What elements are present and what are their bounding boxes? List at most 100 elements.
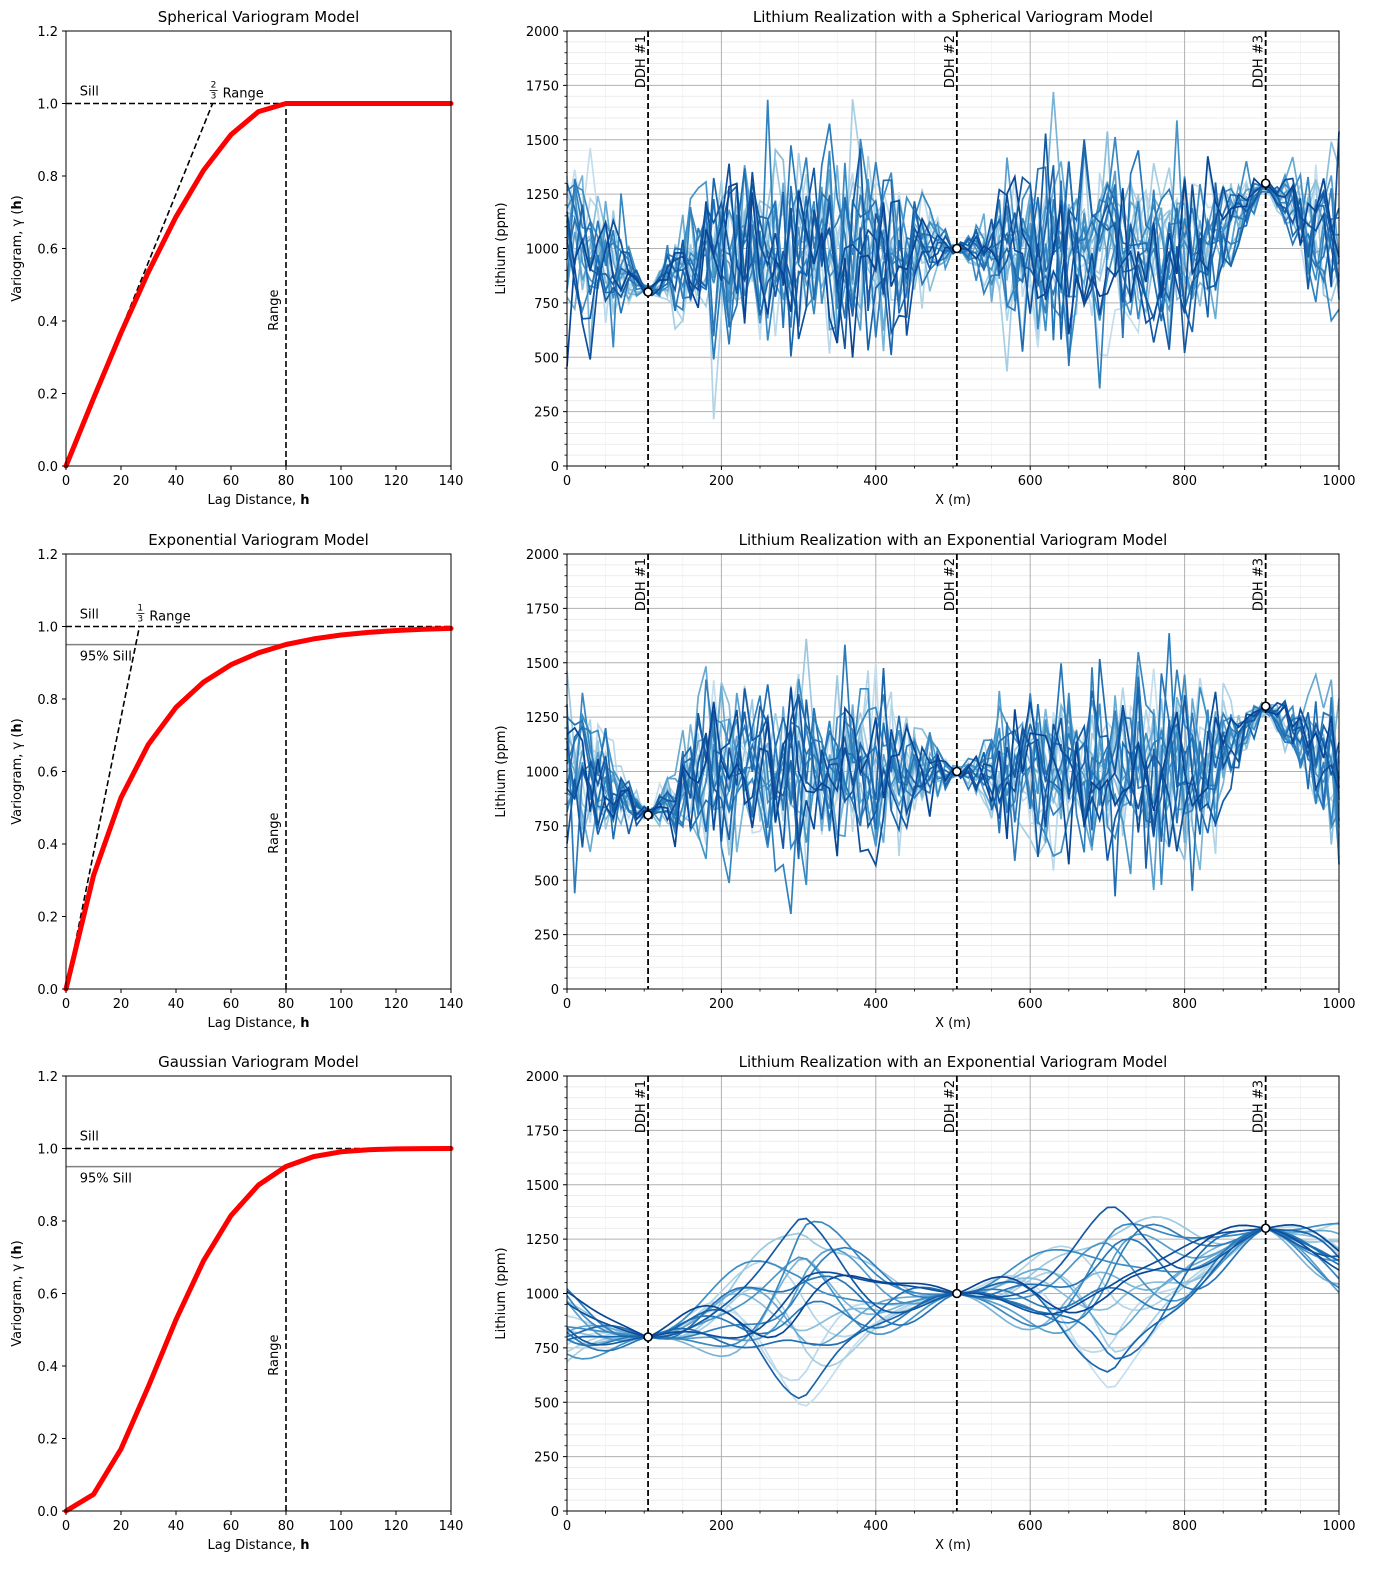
y-tick-label: 1.2 [37,548,58,563]
range-label: Range [267,290,282,331]
x-tick-label: 1000 [1322,997,1355,1012]
x-tick-label: 60 [223,1519,240,1534]
y-tick-label: 750 [534,820,559,835]
chart-title: Lithium Realization with a Spherical Var… [753,8,1153,26]
sample-point [1260,178,1271,189]
y-tick-label: 0.2 [37,911,58,926]
y-tick-label: 1000 [526,243,559,258]
x-tick-label: 140 [439,997,464,1012]
x-tick-label: 200 [709,1519,734,1534]
x-tick-label: 120 [384,474,409,489]
y-tick-label: 0 [551,1505,559,1520]
x-tick-label: 120 [384,1519,409,1534]
y-tick-label: 1.0 [37,1143,58,1158]
x-tick-label: 140 [439,474,464,489]
tangent-label: Range [149,610,190,625]
variogram-model-line [63,1146,454,1514]
chart-title: Lithium Realization with an Exponential … [739,531,1168,549]
y-tick-label: 0.2 [37,388,58,403]
variogram-panel: Sill Range 23 Range 0 20 40 60 80 100 120 140 0.0 0.2… [10,8,463,508]
tangent-fraction-den: 3 [137,615,143,625]
x-tick-label: 40 [168,1519,185,1534]
sample-point [952,1288,962,1299]
drillhole-label: DDH #1 [634,558,649,611]
y-tick-label: 1500 [526,657,559,672]
y-tick-label: 0.8 [37,170,58,185]
y-tick-label: 0.4 [37,1360,58,1375]
y-tick-label: 2000 [526,1070,559,1085]
sill-label: Sill [80,1130,99,1145]
range-label: Range [267,813,282,854]
x-axis-label: X (m) [935,1016,971,1031]
x-tick-label: 0 [62,474,70,489]
x-tick-label: 80 [278,1519,295,1534]
y-axis-label: Lithium (ppm) [494,1247,509,1339]
y-tick-label: 250 [534,929,559,944]
tangent-fraction-num: 1 [137,604,143,614]
y-tick-label: 2000 [526,25,559,40]
x-axis-label: Lag Distance, h [208,1016,310,1031]
y-tick-label: 1250 [526,711,559,726]
chart-title: Lithium Realization with an Exponential … [739,1053,1168,1071]
x-tick-label: 600 [1018,1519,1043,1534]
sill-label: Sill [80,608,99,623]
y-tick-label: 1750 [526,79,559,94]
y-tick-label: 1.2 [37,1070,58,1085]
realization-panel: DDH #1 DDH #2 DDH #3 0 200 400 600 800 1000 0 250 5… [494,531,1356,1031]
y-tick-label: 1000 [526,1288,559,1303]
sill-95-label: 95% Sill [80,650,132,665]
realization-panel: DDH #1 DDH #2 DDH #3 0 200 400 600 800 1000 0 250 5… [494,8,1356,508]
x-tick-label: 40 [168,474,185,489]
y-tick-label: 0.4 [37,315,58,330]
chart-title: Exponential Variogram Model [148,531,369,549]
y-axis-label: Lithium (ppm) [494,725,509,817]
tangent-fraction-den: 3 [211,92,217,102]
y-tick-label: 0.4 [37,838,58,853]
x-tick-label: 100 [329,997,354,1012]
tangent-label: Range [223,87,264,102]
x-tick-label: 200 [709,474,734,489]
realization-panel: DDH #1 DDH #2 DDH #3 0 200 400 600 800 1000 0 250 5… [494,1053,1356,1553]
x-tick-label: 800 [1172,474,1197,489]
y-tick-label: 0 [551,460,559,475]
x-tick-label: 140 [439,1519,464,1534]
range-label: Range [267,1335,282,1376]
y-tick-label: 0.6 [37,1288,58,1303]
y-tick-label: 1500 [526,134,559,149]
x-tick-label: 20 [113,997,130,1012]
x-tick-label: 0 [563,1519,571,1534]
x-tick-label: 80 [278,474,295,489]
y-tick-label: 250 [534,1451,559,1466]
tangent-fraction-num: 2 [211,81,217,91]
x-tick-label: 600 [1018,474,1043,489]
x-tick-label: 0 [62,1519,70,1534]
realization-line [566,131,1340,360]
sample-point [643,287,653,297]
x-tick-label: 800 [1172,1519,1197,1534]
x-tick-label: 200 [709,997,734,1012]
y-tick-label: 1750 [526,602,559,617]
axes-frame [65,553,452,990]
y-tick-label: 500 [534,1396,559,1411]
y-tick-label: 1.0 [37,98,58,113]
x-tick-label: 600 [1018,997,1043,1012]
y-tick-label: 2000 [526,548,559,563]
y-tick-label: 1.0 [37,621,58,636]
y-tick-label: 750 [534,1342,559,1357]
y-tick-label: 1250 [526,1233,559,1248]
sample-point [952,766,962,777]
y-tick-label: 1250 [526,188,559,203]
sample-point [643,810,653,820]
variogram-model-line [63,625,454,992]
y-tick-label: 0.2 [37,1433,58,1448]
x-tick-label: 0 [563,997,571,1012]
sill-95-label: 95% Sill [80,1172,132,1187]
drillhole-label: DDH #2 [943,1080,958,1133]
x-tick-label: 100 [329,474,354,489]
drillhole-label: DDH #1 [634,35,649,88]
x-tick-label: 1000 [1322,474,1355,489]
x-tick-label: 60 [223,997,240,1012]
x-tick-label: 0 [62,997,70,1012]
x-tick-label: 20 [113,1519,130,1534]
